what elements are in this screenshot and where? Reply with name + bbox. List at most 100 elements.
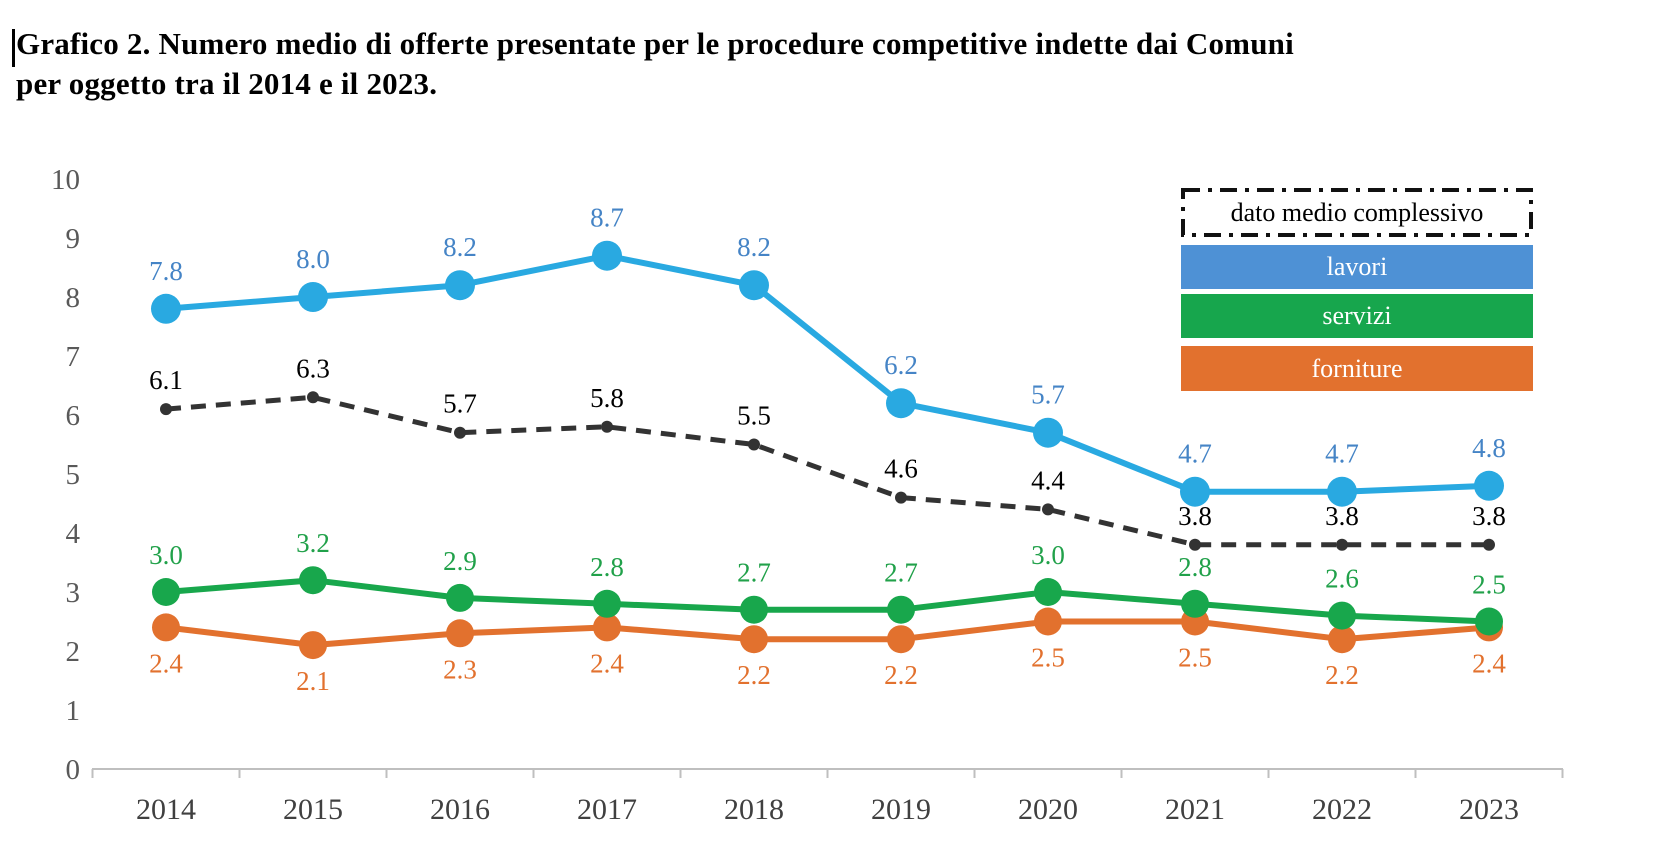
y-axis-labels: 0 1 2 3 4 5 6 7 8 9 10: [51, 164, 81, 786]
data-point-label: 2.4: [149, 648, 183, 678]
data-point-marker: [160, 403, 172, 416]
dash-dot-border-box: [1181, 188, 1533, 237]
data-point-label: 5.7: [1031, 380, 1065, 410]
data-point-marker: [1327, 476, 1357, 507]
data-point-label: 7.8: [149, 256, 183, 286]
data-point-label: 5.5: [737, 401, 771, 431]
data-point-marker: [299, 566, 327, 595]
data-point-marker: [445, 270, 475, 301]
data-point-label: 2.7: [737, 558, 771, 588]
data-point-marker: [887, 595, 915, 624]
data-point-label: 4.6: [884, 454, 918, 484]
y-tick-label: 8: [66, 282, 81, 314]
data-point-label: 2.4: [1472, 648, 1506, 678]
data-point-marker: [1042, 503, 1054, 516]
data-point-label: 2.1: [296, 666, 330, 696]
data-point-label: 2.7: [884, 558, 918, 588]
data-point-marker: [1034, 578, 1062, 606]
data-point-label: 8.2: [443, 232, 477, 262]
chart-title-line1: Grafico 2. Numero medio di offerte prese…: [16, 26, 1294, 61]
x-axis: [91, 768, 1564, 778]
data-point-label: 2.5: [1472, 570, 1506, 600]
y-tick-label: 1: [66, 695, 81, 727]
series-forniture: 2.4 2.1 2.3 2.4 2.2 2.2 2.5 2.5 2.2 2.4: [149, 607, 1506, 696]
data-point-marker: [152, 578, 180, 606]
data-point-marker: [1474, 470, 1504, 501]
data-point-label: 5.8: [590, 383, 624, 413]
legend-label: dato medio complessivo: [1230, 197, 1484, 227]
series-lavori: 7.8 8.0 8.2 8.7 8.2 6.2 5.7 4.7 4.7 4.8: [149, 203, 1506, 507]
data-point-label: 8.2: [737, 232, 771, 262]
legend-item-servizi: servizi: [1181, 294, 1533, 338]
y-tick-label: 7: [66, 341, 81, 373]
data-point-label: 2.8: [590, 552, 624, 582]
data-point-label: 3.0: [149, 540, 183, 570]
data-point-marker: [151, 293, 181, 324]
data-point-label: 6.3: [296, 353, 330, 383]
data-point-label: 3.0: [1031, 540, 1065, 570]
data-point-label: 2.2: [884, 660, 918, 690]
data-point-marker: [601, 420, 613, 433]
x-tick-label: 2017: [577, 793, 637, 826]
chart-title: Grafico 2. Numero medio di offerte prese…: [16, 24, 1596, 104]
legend-label: forniture: [1311, 353, 1403, 383]
data-point-label: 4.4: [1031, 465, 1065, 495]
data-point-marker: [748, 438, 760, 451]
data-point-label: 3.8: [1472, 501, 1506, 531]
series-line: [165, 394, 1489, 548]
data-point-marker: [887, 625, 915, 654]
x-tick-label: 2016: [430, 793, 490, 826]
x-tick-label: 2020: [1018, 793, 1078, 826]
data-point-marker: [592, 240, 622, 271]
y-tick-label: 4: [66, 518, 81, 550]
data-point-marker: [1336, 538, 1348, 551]
data-point-marker: [1180, 476, 1210, 507]
data-point-marker: [152, 613, 180, 642]
data-point-label: 2.9: [443, 546, 477, 576]
legend-item-forniture: forniture: [1181, 346, 1533, 391]
data-point-marker: [1328, 601, 1356, 630]
data-point-marker: [886, 388, 916, 419]
data-point-label: 2.2: [1325, 660, 1359, 690]
data-point-label: 2.2: [737, 660, 771, 690]
data-point-label: 4.7: [1325, 439, 1359, 469]
data-point-label: 4.8: [1472, 433, 1506, 463]
data-point-marker: [740, 625, 768, 654]
data-point-label: 4.7: [1178, 439, 1212, 469]
data-point-marker: [298, 282, 328, 312]
y-tick-label: 0: [66, 754, 81, 786]
data-point-label: 2.5: [1031, 643, 1065, 673]
data-point-marker: [1483, 538, 1495, 551]
series-line: [165, 252, 1490, 495]
legend-item-lavori: lavori: [1181, 245, 1533, 289]
data-point-label: 2.6: [1325, 564, 1359, 594]
y-tick-label: 9: [66, 223, 81, 255]
data-point-label: 2.4: [590, 648, 624, 678]
data-point-marker: [299, 631, 327, 660]
y-tick-label: 3: [66, 577, 81, 609]
x-axis-labels: 2014 2015 2016 2017 2018 2019 2020 2021 2022 2023: [136, 793, 1519, 826]
data-point-label: 2.3: [443, 654, 477, 684]
data-point-label: 2.5: [1178, 643, 1212, 673]
data-point-label: 3.2: [296, 528, 330, 558]
x-tick-label: 2021: [1165, 793, 1225, 826]
data-point-marker: [454, 426, 466, 439]
y-tick-label: 2: [66, 636, 81, 668]
chart-legend: dato medio complessivo lavori servizi fo…: [1181, 188, 1533, 394]
y-tick-label: 5: [66, 459, 81, 491]
data-point-marker: [740, 595, 768, 624]
data-point-marker: [895, 491, 907, 504]
x-tick-label: 2023: [1459, 793, 1519, 826]
data-point-label: 6.1: [149, 365, 183, 395]
x-tick-label: 2014: [136, 793, 196, 826]
x-tick-label: 2015: [283, 793, 343, 826]
chart-title-line2: per oggetto tra il 2014 e il 2023.: [16, 66, 438, 101]
data-point-marker: [1034, 607, 1062, 636]
x-tick-label: 2018: [724, 793, 784, 826]
data-point-marker: [739, 270, 769, 301]
data-point-label: 6.2: [884, 350, 918, 380]
data-point-marker: [1033, 417, 1063, 448]
data-point-marker: [307, 391, 319, 404]
